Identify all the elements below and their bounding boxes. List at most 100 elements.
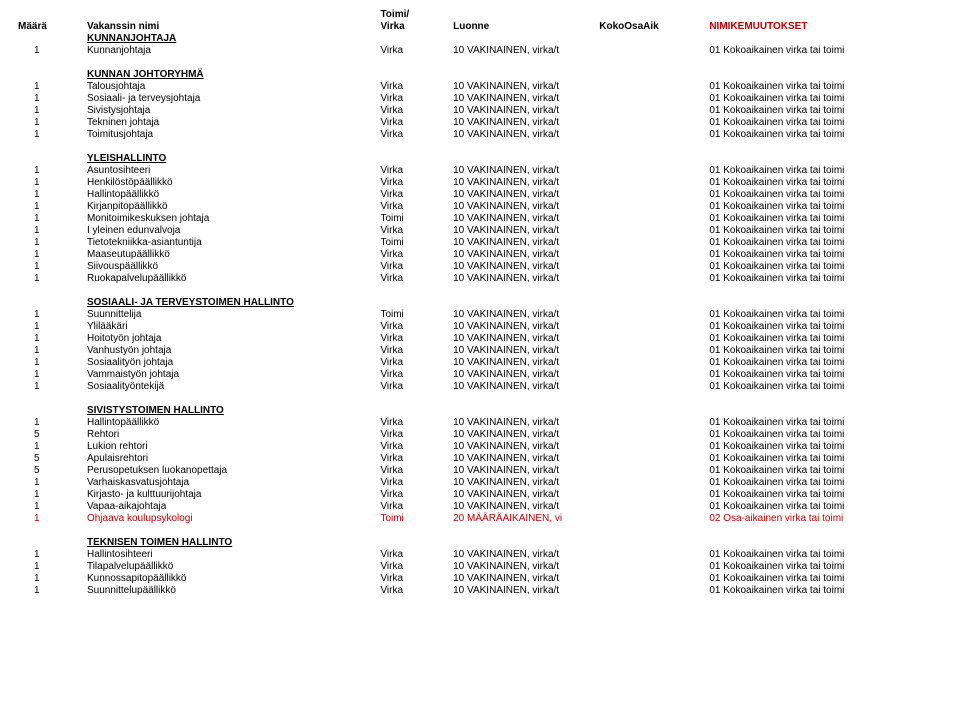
row-name: I yleinen edunvalvoja <box>87 224 380 236</box>
table-row: 1Lukion rehtoriVirka10 VAKINAINEN, virka… <box>18 440 942 452</box>
row-luonne: 10 VAKINAINEN, virka/t <box>453 80 709 92</box>
row-name: Vapaa-aikajohtaja <box>87 500 380 512</box>
row-type: Virka <box>380 332 453 344</box>
section-title: SIVISTYSTOIMEN HALLINTO <box>87 404 380 416</box>
row-osa: 01 Kokoaikainen virka tai toimi <box>709 368 942 380</box>
row-type: Virka <box>380 488 453 500</box>
row-osa: 01 Kokoaikainen virka tai toimi <box>709 488 942 500</box>
row-luonne: 10 VAKINAINEN, virka/t <box>453 572 709 584</box>
row-luonne: 10 VAKINAINEN, virka/t <box>453 44 709 56</box>
table-row: 1HenkilöstöpäällikköVirka10 VAKINAINEN, … <box>18 176 942 188</box>
row-osa: 01 Kokoaikainen virka tai toimi <box>709 500 942 512</box>
row-name: Tekninen johtaja <box>87 116 380 128</box>
row-osa: 02 Osa-aikainen virka tai toimi <box>709 512 942 524</box>
row-osa: 01 Kokoaikainen virka tai toimi <box>709 344 942 356</box>
row-count: 1 <box>18 272 87 284</box>
row-name: Ruokapalvelupäällikkö <box>87 272 380 284</box>
table-row: 1YlilääkäriVirka10 VAKINAINEN, virka/t01… <box>18 320 942 332</box>
header-virka: Virka <box>380 20 453 32</box>
row-type: Virka <box>380 368 453 380</box>
row-luonne: 10 VAKINAINEN, virka/t <box>453 464 709 476</box>
header-muutokset: NIMIKEMUUTOKSET <box>709 20 942 32</box>
table-row: 1RuokapalvelupäällikköVirka10 VAKINAINEN… <box>18 272 942 284</box>
table-row: 1HallintopäällikköVirka10 VAKINAINEN, vi… <box>18 188 942 200</box>
row-type: Virka <box>380 260 453 272</box>
row-osa: 01 Kokoaikainen virka tai toimi <box>709 560 942 572</box>
row-count: 1 <box>18 320 87 332</box>
row-osa: 01 Kokoaikainen virka tai toimi <box>709 164 942 176</box>
row-type: Virka <box>380 380 453 392</box>
row-count: 1 <box>18 44 87 56</box>
table-row: 1HallintopäällikköVirka10 VAKINAINEN, vi… <box>18 416 942 428</box>
row-count: 1 <box>18 188 87 200</box>
table-row: 1SosiaalityöntekijäVirka10 VAKINAINEN, v… <box>18 380 942 392</box>
row-luonne: 10 VAKINAINEN, virka/t <box>453 428 709 440</box>
row-count: 1 <box>18 212 87 224</box>
row-luonne: 10 VAKINAINEN, virka/t <box>453 92 709 104</box>
row-osa: 01 Kokoaikainen virka tai toimi <box>709 80 942 92</box>
row-type: Virka <box>380 92 453 104</box>
row-count: 1 <box>18 128 87 140</box>
row-luonne: 10 VAKINAINEN, virka/t <box>453 164 709 176</box>
row-osa: 01 Kokoaikainen virka tai toimi <box>709 248 942 260</box>
row-count: 1 <box>18 344 87 356</box>
row-type: Virka <box>380 464 453 476</box>
row-osa: 01 Kokoaikainen virka tai toimi <box>709 464 942 476</box>
table-row: 1TilapalvelupäällikköVirka10 VAKINAINEN,… <box>18 560 942 572</box>
row-type: Virka <box>380 560 453 572</box>
table-row: 1HallintosihteeriVirka10 VAKINAINEN, vir… <box>18 548 942 560</box>
row-luonne: 10 VAKINAINEN, virka/t <box>453 500 709 512</box>
row-luonne: 10 VAKINAINEN, virka/t <box>453 224 709 236</box>
row-luonne: 10 VAKINAINEN, virka/t <box>453 104 709 116</box>
row-type: Virka <box>380 44 453 56</box>
table-row: 1MaaseutupäällikköVirka10 VAKINAINEN, vi… <box>18 248 942 260</box>
row-name: Vanhustyön johtaja <box>87 344 380 356</box>
row-luonne: 10 VAKINAINEN, virka/t <box>453 584 709 596</box>
row-name: Siivouspäällikkö <box>87 260 380 272</box>
row-type: Virka <box>380 476 453 488</box>
row-count: 1 <box>18 500 87 512</box>
row-name: Tilapalvelupäällikkö <box>87 560 380 572</box>
row-osa: 01 Kokoaikainen virka tai toimi <box>709 548 942 560</box>
table-row: 1ToimitusjohtajaVirka10 VAKINAINEN, virk… <box>18 128 942 140</box>
row-name: Hallintopäällikkö <box>87 188 380 200</box>
row-name: Sosiaali- ja terveysjohtaja <box>87 92 380 104</box>
row-name: Monitoimikeskuksen johtaja <box>87 212 380 224</box>
row-type: Virka <box>380 248 453 260</box>
row-luonne: 10 VAKINAINEN, virka/t <box>453 260 709 272</box>
row-name: Talousjohtaja <box>87 80 380 92</box>
row-osa: 01 Kokoaikainen virka tai toimi <box>709 320 942 332</box>
vacancy-table: Toimi/MääräVakanssin nimiVirkaLuonneKoko… <box>18 8 942 596</box>
row-luonne: 10 VAKINAINEN, virka/t <box>453 452 709 464</box>
header-toimi: Toimi/ <box>380 8 453 20</box>
row-count: 1 <box>18 332 87 344</box>
row-osa: 01 Kokoaikainen virka tai toimi <box>709 44 942 56</box>
row-name: Asuntosihteeri <box>87 164 380 176</box>
row-name: Kirjanpitopäällikkö <box>87 200 380 212</box>
row-count: 1 <box>18 512 87 524</box>
row-count: 1 <box>18 560 87 572</box>
row-name: Rehtori <box>87 428 380 440</box>
row-osa: 01 Kokoaikainen virka tai toimi <box>709 224 942 236</box>
row-type: Virka <box>380 320 453 332</box>
row-luonne: 10 VAKINAINEN, virka/t <box>453 560 709 572</box>
row-luonne: 20 MÄÄRÄAIKAINEN, vi <box>453 512 709 524</box>
row-osa: 01 Kokoaikainen virka tai toimi <box>709 380 942 392</box>
row-luonne: 10 VAKINAINEN, virka/t <box>453 332 709 344</box>
row-count: 1 <box>18 164 87 176</box>
row-name: Kirjasto- ja kulttuurijohtaja <box>87 488 380 500</box>
row-type: Toimi <box>380 236 453 248</box>
table-row: 1Sosiaali- ja terveysjohtajaVirka10 VAKI… <box>18 92 942 104</box>
row-name: Kunnanjohtaja <box>87 44 380 56</box>
row-osa: 01 Kokoaikainen virka tai toimi <box>709 452 942 464</box>
row-name: Lukion rehtori <box>87 440 380 452</box>
row-name: Perusopetuksen luokanopettaja <box>87 464 380 476</box>
table-row: 1Monitoimikeskuksen johtajaToimi10 VAKIN… <box>18 212 942 224</box>
table-row: 1KunnanjohtajaVirka10 VAKINAINEN, virka/… <box>18 44 942 56</box>
table-row: 5Perusopetuksen luokanopettajaVirka10 VA… <box>18 464 942 476</box>
row-count: 1 <box>18 584 87 596</box>
row-osa: 01 Kokoaikainen virka tai toimi <box>709 428 942 440</box>
header-nimi: Vakanssin nimi <box>87 20 380 32</box>
row-name: Hoitotyön johtaja <box>87 332 380 344</box>
row-luonne: 10 VAKINAINEN, virka/t <box>453 380 709 392</box>
